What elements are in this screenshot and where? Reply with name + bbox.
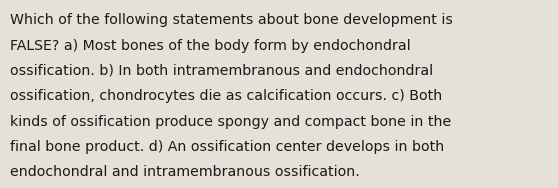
Text: ossification. b) In both intramembranous and endochondral: ossification. b) In both intramembranous…	[10, 64, 433, 78]
Text: Which of the following statements about bone development is: Which of the following statements about …	[10, 13, 453, 27]
Text: final bone product. d) An ossification center develops in both: final bone product. d) An ossification c…	[10, 140, 444, 154]
Text: ossification, chondrocytes die as calcification occurs. c) Both: ossification, chondrocytes die as calcif…	[10, 89, 442, 103]
Text: endochondral and intramembranous ossification.: endochondral and intramembranous ossific…	[10, 165, 360, 179]
Text: kinds of ossification produce spongy and compact bone in the: kinds of ossification produce spongy and…	[10, 115, 451, 129]
Text: FALSE? a) Most bones of the body form by endochondral: FALSE? a) Most bones of the body form by…	[10, 39, 411, 52]
